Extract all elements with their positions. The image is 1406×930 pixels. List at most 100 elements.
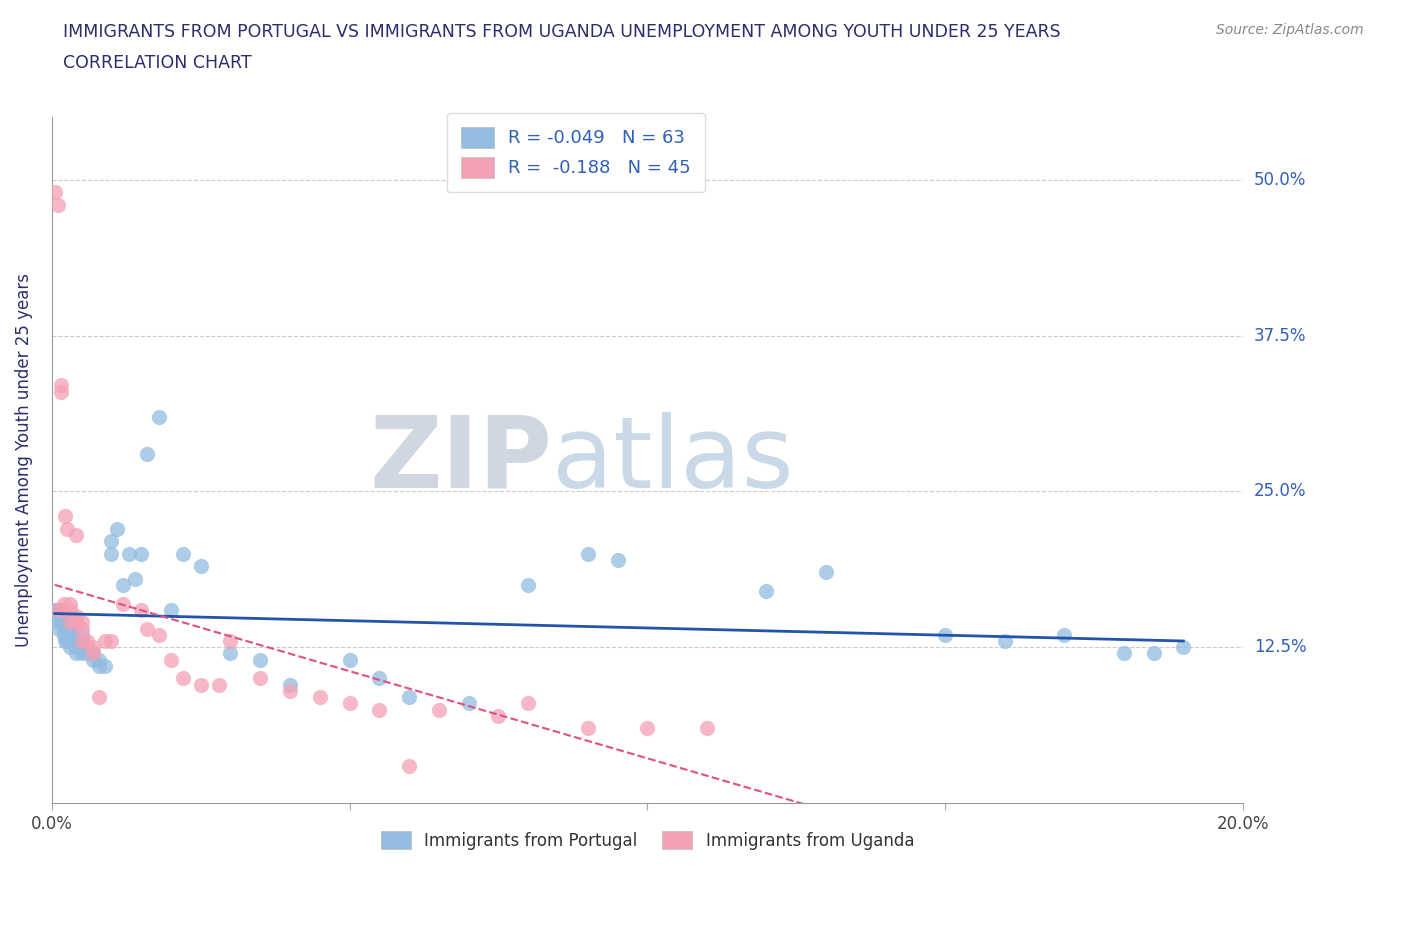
Point	[52, 615, 75, 630]
Point	[46, 197, 69, 212]
Point	[82, 640, 104, 655]
Point	[1142, 646, 1164, 661]
Point	[278, 684, 301, 698]
Text: 50.0%: 50.0%	[1254, 170, 1306, 189]
Point	[576, 721, 599, 736]
Point	[576, 546, 599, 561]
Point	[46, 608, 69, 623]
Point	[129, 546, 152, 561]
Text: 25.0%: 25.0%	[1254, 483, 1306, 500]
Point	[124, 571, 146, 586]
Point	[89, 690, 111, 705]
Point	[112, 578, 135, 592]
Point	[49, 603, 72, 618]
Point	[49, 384, 72, 399]
Point	[52, 621, 75, 636]
Point	[59, 596, 82, 611]
Point	[814, 565, 837, 579]
Point	[70, 615, 93, 630]
Point	[636, 721, 658, 736]
Text: Source: ZipAtlas.com: Source: ZipAtlas.com	[1216, 23, 1364, 37]
Point	[249, 671, 271, 685]
Point	[82, 652, 104, 667]
Point	[1053, 628, 1076, 643]
Point	[89, 652, 111, 667]
Point	[219, 646, 242, 661]
Point	[55, 633, 77, 648]
Point	[65, 615, 87, 630]
Point	[100, 534, 122, 549]
Point	[59, 640, 82, 655]
Point	[45, 603, 67, 618]
Point	[52, 596, 75, 611]
Point	[994, 633, 1017, 648]
Text: 37.5%: 37.5%	[1254, 326, 1306, 344]
Point	[59, 615, 82, 630]
Point	[52, 603, 75, 618]
Point	[70, 621, 93, 636]
Text: ZIP: ZIP	[370, 412, 553, 509]
Point	[249, 652, 271, 667]
Point	[1173, 640, 1195, 655]
Point	[49, 615, 72, 630]
Text: 12.5%: 12.5%	[1254, 638, 1306, 657]
Point	[190, 559, 212, 574]
Point	[65, 640, 87, 655]
Point	[70, 640, 93, 655]
Point	[94, 658, 117, 673]
Point	[44, 185, 66, 200]
Point	[398, 758, 420, 773]
Text: IMMIGRANTS FROM PORTUGAL VS IMMIGRANTS FROM UGANDA UNEMPLOYMENT AMONG YOUTH UNDE: IMMIGRANTS FROM PORTUGAL VS IMMIGRANTS F…	[63, 23, 1062, 41]
Point	[339, 652, 361, 667]
Point	[517, 578, 540, 592]
Point	[129, 603, 152, 618]
Point	[118, 546, 141, 561]
Point	[76, 646, 98, 661]
Point	[59, 633, 82, 648]
Point	[136, 446, 159, 461]
Point	[696, 721, 718, 736]
Point	[65, 527, 87, 542]
Point	[172, 546, 194, 561]
Point	[52, 628, 75, 643]
Text: atlas: atlas	[553, 412, 793, 509]
Point	[59, 621, 82, 636]
Point	[100, 546, 122, 561]
Point	[76, 633, 98, 648]
Point	[70, 633, 93, 648]
Point	[100, 633, 122, 648]
Point	[65, 633, 87, 648]
Point	[368, 671, 391, 685]
Point	[172, 671, 194, 685]
Point	[219, 633, 242, 648]
Point	[70, 633, 93, 648]
Point	[488, 709, 510, 724]
Point	[94, 633, 117, 648]
Point	[1112, 646, 1135, 661]
Point	[136, 621, 159, 636]
Point	[89, 658, 111, 673]
Point	[398, 690, 420, 705]
Point	[105, 522, 128, 537]
Point	[53, 633, 76, 648]
Point	[49, 378, 72, 392]
Point	[55, 522, 77, 537]
Y-axis label: Unemployment Among Youth under 25 years: Unemployment Among Youth under 25 years	[15, 273, 32, 647]
Point	[46, 603, 69, 618]
Point	[160, 603, 183, 618]
Point	[368, 702, 391, 717]
Point	[207, 677, 229, 692]
Point	[48, 621, 70, 636]
Point	[755, 584, 778, 599]
Point	[112, 596, 135, 611]
Point	[59, 603, 82, 618]
Text: CORRELATION CHART: CORRELATION CHART	[63, 54, 252, 72]
Point	[82, 646, 104, 661]
Point	[55, 621, 77, 636]
Point	[70, 646, 93, 661]
Point	[148, 628, 170, 643]
Point	[70, 628, 93, 643]
Point	[190, 677, 212, 692]
Point	[606, 552, 628, 567]
Point	[53, 509, 76, 524]
